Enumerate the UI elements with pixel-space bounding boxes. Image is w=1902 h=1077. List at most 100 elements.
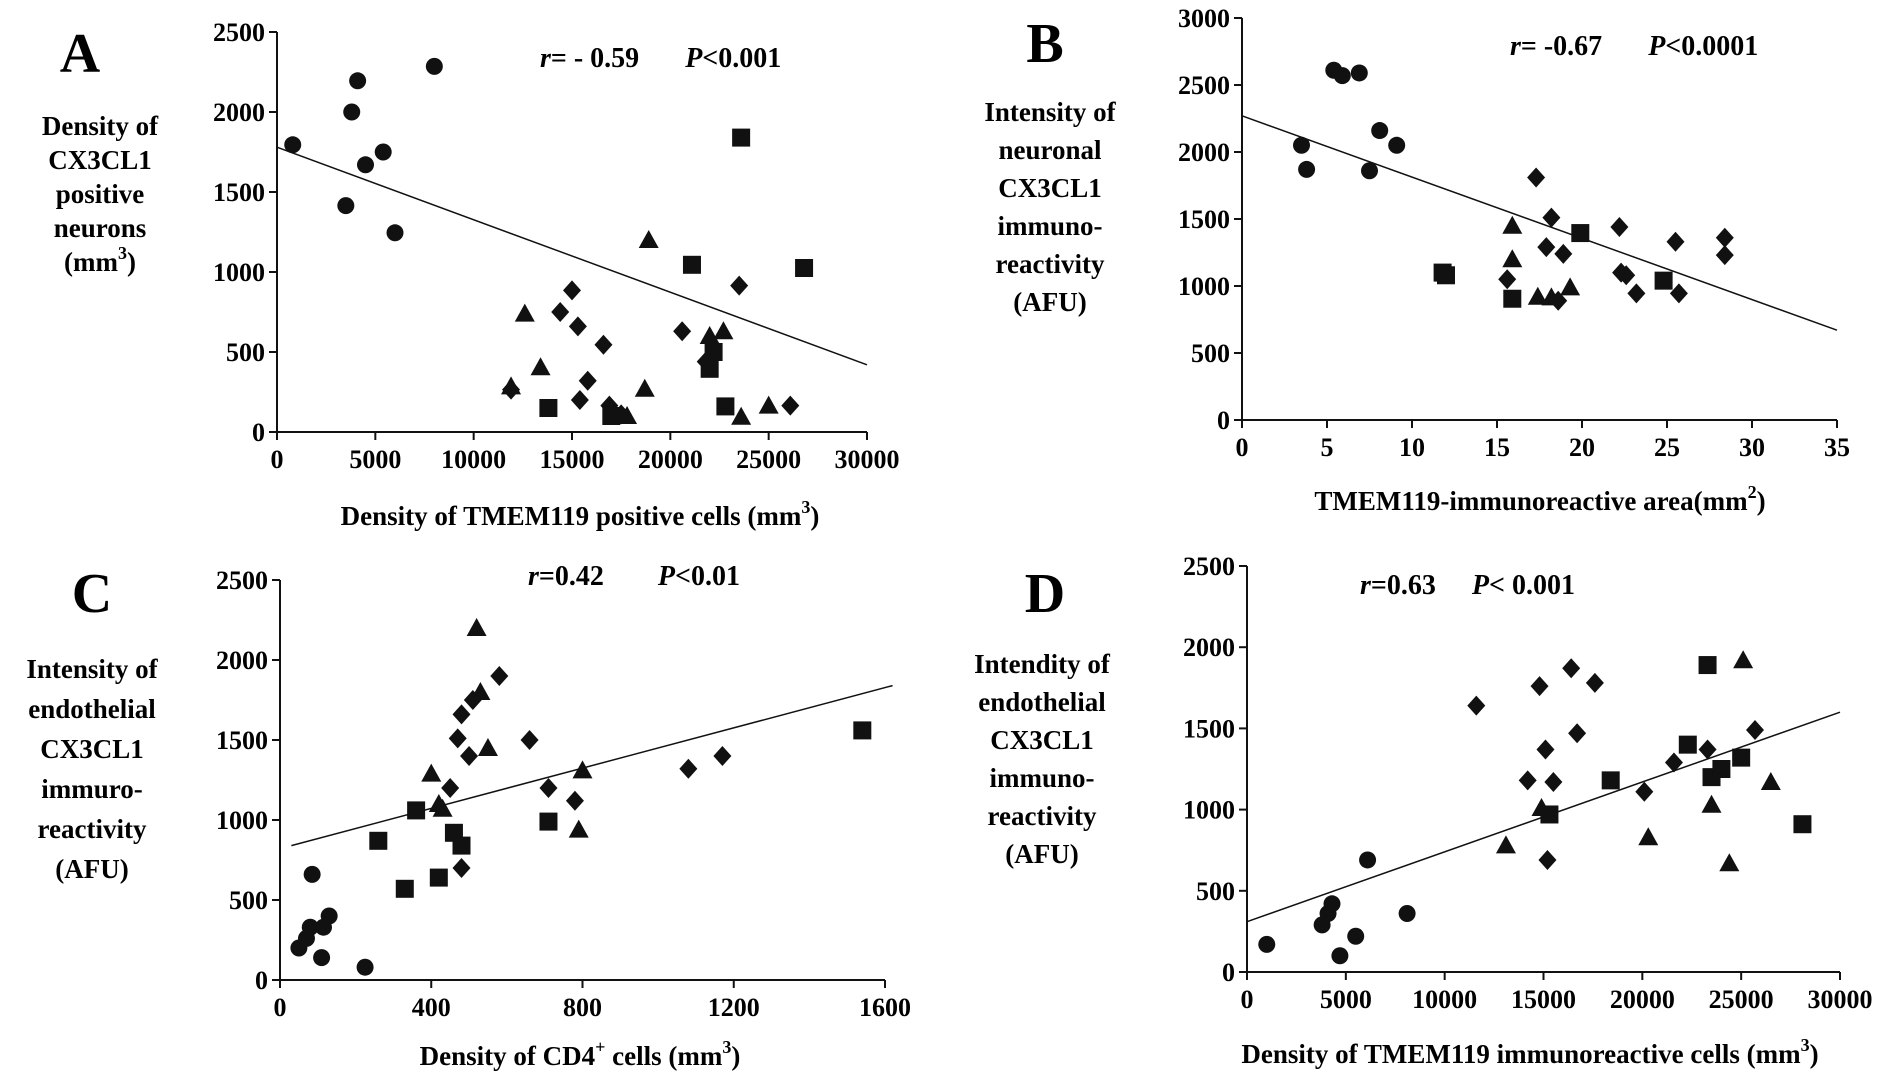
y-tick-label: 0	[255, 966, 268, 995]
y-axis-label-line: Intensity of	[984, 97, 1116, 127]
stat-p-value: <0.0001	[1665, 31, 1758, 62]
y-axis-label-text: neurons	[54, 213, 147, 243]
x-tick-label: 5	[1321, 433, 1334, 462]
data-point-circle	[1371, 122, 1389, 140]
y-axis-label-text: reactivity	[996, 249, 1105, 279]
y-axis-label-line: (AFU)	[1005, 839, 1078, 869]
data-point-diamond	[1518, 770, 1537, 791]
data-point-circle	[386, 224, 404, 242]
x-axis-label-part-close: )	[1810, 1039, 1819, 1069]
y-tick-label: 1000	[213, 258, 265, 287]
x-axis-label-part-close: )	[810, 501, 819, 531]
y-axis-label-line: reactivity	[38, 814, 147, 844]
x-tick-label: 1200	[708, 993, 760, 1022]
x-tick-label: 15000	[540, 445, 605, 474]
data-point-diamond	[730, 275, 749, 296]
x-tick-label: 30	[1739, 433, 1765, 462]
data-point-diamond	[1585, 672, 1604, 693]
y-tick-label: 1000	[1183, 796, 1235, 825]
stat-r-symbol: r	[1510, 31, 1522, 62]
data-point-square	[1678, 735, 1697, 754]
data-point-circle	[425, 57, 443, 75]
data-point-diamond	[452, 704, 471, 725]
data-point-circle	[301, 918, 319, 936]
x-axis-label-part-: Density of TMEM119 positive cells (mm	[341, 501, 802, 531]
data-point-diamond	[1542, 207, 1561, 228]
data-point-diamond	[1664, 752, 1683, 773]
data-point-triangle	[572, 760, 593, 779]
data-point-diamond	[1635, 781, 1654, 802]
stats-annotation: r= -0.67 P<0.0001	[1510, 31, 1758, 62]
data-point-circle	[357, 156, 374, 174]
y-axis-label-text: Intensity of	[26, 654, 158, 684]
stat-p-value: <0.01	[675, 561, 740, 592]
y-tick-label: 1500	[1183, 714, 1235, 743]
data-point-diamond	[551, 302, 570, 322]
data-point-square	[1503, 289, 1522, 308]
data-point-triangle	[477, 738, 498, 756]
data-point-diamond	[1554, 243, 1573, 264]
x-tick-label: 5000	[1320, 985, 1372, 1014]
data-point-circle	[320, 907, 338, 925]
y-axis-label-text: immuno-	[989, 763, 1094, 793]
data-point-circle	[1258, 935, 1276, 953]
x-tick-label: 25000	[1709, 985, 1774, 1014]
panel-letter: D	[1025, 563, 1065, 625]
data-point-triangle	[421, 763, 442, 782]
data-point-square	[1654, 271, 1673, 290]
y-axis-label-line: positive	[56, 179, 145, 209]
data-point-triangle	[1733, 650, 1754, 669]
y-tick-label: 1500	[216, 726, 268, 755]
data-point-diamond	[1562, 658, 1581, 679]
y-tick-label: 2500	[1178, 71, 1230, 100]
panel-letter: B	[1026, 13, 1063, 75]
data-point-diamond	[1536, 739, 1555, 760]
data-point-diamond	[1549, 290, 1568, 311]
data-point-diamond	[448, 728, 467, 749]
stat-p-symbol: P	[684, 43, 703, 74]
chart-panel-c: 0 500 1000 1500 2000 2500 0 400 800 1200 1600 C Inte…	[26, 561, 911, 1071]
y-tick-label: 500	[1191, 339, 1230, 368]
y-axis-label-text: CX3CL1	[40, 734, 144, 764]
regression-line	[1241, 115, 1838, 331]
data-point-diamond	[1746, 720, 1765, 741]
stats-annotation: r=0.63 P< 0.001	[1360, 570, 1575, 601]
y-tick-label: 1000	[216, 806, 268, 835]
data-point-diamond	[1467, 695, 1486, 716]
data-point-circle	[1350, 64, 1368, 82]
y-tick-label: 500	[226, 338, 265, 367]
data-point-diamond	[1530, 676, 1549, 697]
y-axis-label-superscript: 3	[118, 243, 127, 263]
y-tick-label: 2000	[213, 98, 265, 127]
y-axis-label-text: (AFU)	[55, 854, 128, 884]
data-point-diamond	[1568, 723, 1587, 744]
y-tick-label: 2500	[1183, 552, 1235, 581]
data-point-diamond	[696, 351, 715, 372]
data-point-triangle	[1560, 277, 1581, 296]
y-axis-label-text: positive	[56, 179, 145, 209]
data-point-diamond	[1610, 217, 1629, 238]
y-axis-label-line: CX3CL1	[998, 173, 1102, 203]
data-point-diamond	[565, 790, 584, 811]
y-tick-label: 2000	[1178, 138, 1230, 167]
x-tick-label: 15	[1484, 433, 1510, 462]
y-axis-label-text: Intendity of	[974, 649, 1111, 679]
y-axis-label-line: reactivity	[996, 249, 1105, 279]
x-tick-label: 25	[1654, 433, 1680, 462]
x-axis-label-part-close: )	[731, 1041, 740, 1071]
y-tick-label: 1500	[1178, 205, 1230, 234]
data-point-triangle	[638, 230, 659, 248]
data-point-circle	[1293, 136, 1310, 154]
data-point-circle	[1361, 162, 1378, 180]
data-point-square	[407, 801, 426, 820]
data-point-circle	[1347, 927, 1365, 945]
regression-line	[276, 146, 868, 366]
x-axis-label-part-sup: +	[595, 1037, 605, 1057]
y-tick-label: 2000	[1183, 633, 1235, 662]
data-point-circle	[1333, 67, 1351, 85]
data-point-triangle	[1502, 215, 1523, 234]
y-axis-label-text: endothelial	[28, 694, 156, 724]
x-tick-label: 30000	[1808, 985, 1873, 1014]
y-axis-label-line: CX3CL1	[40, 734, 144, 764]
x-axis-label: Density of TMEM119 immunoreactive cells …	[1241, 1035, 1818, 1069]
